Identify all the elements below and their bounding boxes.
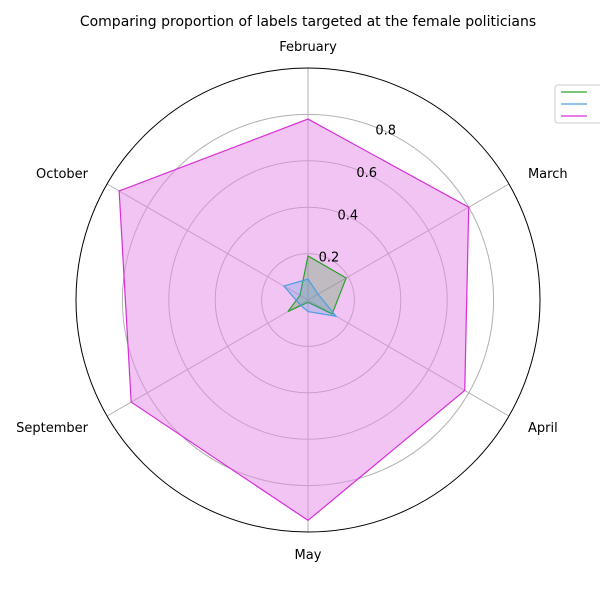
radial-tick-label: 0.8 xyxy=(375,124,396,139)
radial-tick-label: 0.4 xyxy=(337,208,358,223)
series-line-0 xyxy=(287,254,347,315)
radial-tick-label: 0.2 xyxy=(319,251,340,266)
radial-tick-label: 0.6 xyxy=(356,166,377,181)
category-label: October xyxy=(36,167,89,182)
axis-labels: 0.2 0.4 0.6 0.8 February March April May Septemb… xyxy=(16,40,567,563)
series-area-0 xyxy=(287,255,347,314)
series-line-2 xyxy=(118,118,470,522)
series-area-2 xyxy=(119,119,469,521)
outer-circle xyxy=(75,67,541,533)
category-label: February xyxy=(279,40,337,55)
series-line-1 xyxy=(282,278,338,318)
series-layer xyxy=(118,118,470,522)
category-label: April xyxy=(528,421,558,436)
category-label: March xyxy=(528,167,568,182)
chart-title: Comparing proportion of labels targeted … xyxy=(80,14,536,30)
series-area-1 xyxy=(283,279,337,317)
legend xyxy=(554,84,600,124)
category-label: May xyxy=(295,548,322,563)
category-label: September xyxy=(16,421,89,436)
